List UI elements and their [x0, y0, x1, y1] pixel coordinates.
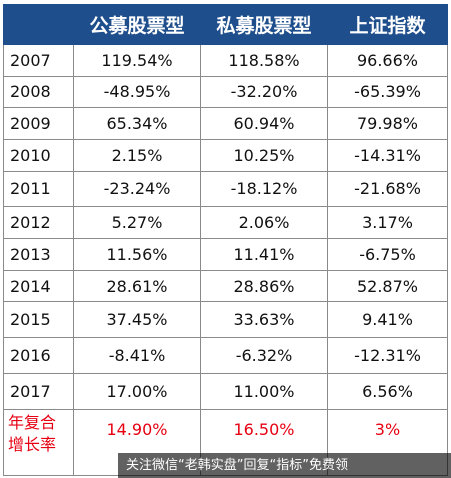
- public-equity-cell: 2.15%: [73, 138, 201, 172]
- table-row: 2016 -8.41% -6.32% -12.31%: [3, 337, 448, 374]
- header-shanghai-index: 上证指数: [327, 4, 448, 45]
- shanghai-index-cell: 96.66%: [327, 44, 448, 77]
- shanghai-index-cell: -65.39%: [327, 75, 448, 109]
- table-row: 2015 37.45% 33.63% 9.41%: [3, 301, 448, 339]
- table-row: 2007 119.54% 118.58% 96.66%: [3, 44, 448, 77]
- private-equity-cell: 2.06%: [200, 206, 328, 240]
- shanghai-index-cell: -12.31%: [327, 337, 448, 374]
- table-row: 2008 -48.95% -32.20% -65.39%: [3, 75, 448, 109]
- private-equity-cell: 60.94%: [200, 107, 328, 140]
- shanghai-index-cell: -14.31%: [327, 138, 448, 172]
- header-public-equity: 公募股票型: [73, 4, 201, 45]
- year-cell: 2014: [3, 269, 74, 303]
- public-equity-cell: 65.34%: [73, 107, 201, 140]
- year-cell: 2010: [3, 138, 74, 172]
- cagr-label-line1: 年复合: [8, 412, 57, 432]
- public-equity-cell: -8.41%: [73, 337, 201, 374]
- shanghai-index-cell: 9.41%: [327, 301, 448, 339]
- watermark-banner: 关注微信“老韩实盘”回复“指标”免费领: [118, 453, 451, 478]
- shanghai-index-cell: -6.75%: [327, 238, 448, 271]
- header-row: 公募股票型 私募股票型 上证指数: [3, 4, 448, 45]
- year-cell: 2012: [3, 206, 74, 240]
- year-cell: 2017: [3, 372, 74, 410]
- header-private-equity: 私募股票型: [200, 4, 328, 45]
- shanghai-index-cell: 3.17%: [327, 206, 448, 240]
- cagr-label-line2: 增长率: [8, 434, 57, 454]
- public-equity-cell: -48.95%: [73, 75, 201, 109]
- private-equity-cell: 33.63%: [200, 301, 328, 339]
- public-equity-cell: 5.27%: [73, 206, 201, 240]
- public-equity-cell: 119.54%: [73, 44, 201, 77]
- shanghai-index-cell: 79.98%: [327, 107, 448, 140]
- public-equity-cell: 28.61%: [73, 269, 201, 303]
- year-cell: 2008: [3, 75, 74, 109]
- cagr-label-cell: 年复合 增长率: [3, 408, 74, 477]
- year-cell: 2016: [3, 337, 74, 374]
- public-equity-cell: 37.45%: [73, 301, 201, 339]
- private-equity-cell: 11.41%: [200, 238, 328, 271]
- shanghai-index-cell: -21.68%: [327, 170, 448, 208]
- table-row: 2010 2.15% 10.25% -14.31%: [3, 138, 448, 172]
- table-row: 2017 17.00% 11.00% 6.56%: [3, 372, 448, 410]
- private-equity-cell: 11.00%: [200, 372, 328, 410]
- private-equity-cell: -18.12%: [200, 170, 328, 208]
- shanghai-index-cell: 6.56%: [327, 372, 448, 410]
- private-equity-cell: -32.20%: [200, 75, 328, 109]
- table-row: 2013 11.56% 11.41% -6.75%: [3, 238, 448, 271]
- public-equity-cell: 11.56%: [73, 238, 201, 271]
- table-row: 2011 -23.24% -18.12% -21.68%: [3, 170, 448, 208]
- table-row: 2009 65.34% 60.94% 79.98%: [3, 107, 448, 140]
- public-equity-cell: -23.24%: [73, 170, 201, 208]
- year-cell: 2015: [3, 301, 74, 339]
- private-equity-cell: -6.32%: [200, 337, 328, 374]
- year-cell: 2007: [3, 44, 74, 77]
- table-row: 2014 28.61% 28.86% 52.87%: [3, 269, 448, 303]
- public-equity-cell: 17.00%: [73, 372, 201, 410]
- shanghai-index-cell: 52.87%: [327, 269, 448, 303]
- returns-table: 公募股票型 私募股票型 上证指数 2007 119.54% 118.58% 96…: [3, 4, 448, 477]
- private-equity-cell: 118.58%: [200, 44, 328, 77]
- header-corner: [3, 4, 74, 45]
- private-equity-cell: 10.25%: [200, 138, 328, 172]
- table-row: 2012 5.27% 2.06% 3.17%: [3, 206, 448, 240]
- private-equity-cell: 28.86%: [200, 269, 328, 303]
- year-cell: 2009: [3, 107, 74, 140]
- year-cell: 2011: [3, 170, 74, 208]
- year-cell: 2013: [3, 238, 74, 271]
